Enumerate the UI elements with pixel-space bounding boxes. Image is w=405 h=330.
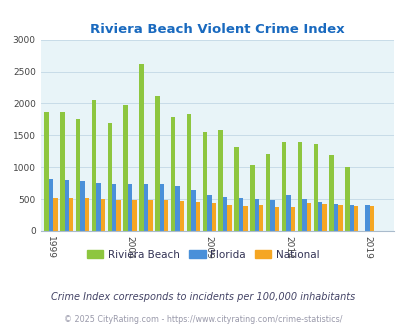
Bar: [128, 184, 132, 231]
Bar: [116, 200, 121, 231]
Bar: [195, 202, 200, 231]
Bar: [143, 184, 148, 231]
Bar: [53, 198, 58, 231]
Bar: [258, 205, 263, 231]
Bar: [317, 202, 322, 231]
Bar: [227, 205, 231, 231]
Bar: [112, 184, 116, 231]
Bar: [159, 184, 164, 231]
Bar: [96, 182, 100, 231]
Bar: [301, 199, 306, 231]
Bar: [49, 179, 53, 231]
Bar: [69, 198, 73, 231]
Bar: [44, 112, 49, 231]
Bar: [107, 122, 112, 231]
Bar: [148, 200, 152, 231]
Bar: [243, 206, 247, 231]
Bar: [85, 198, 89, 231]
Bar: [171, 117, 175, 231]
Bar: [76, 119, 80, 231]
Bar: [202, 132, 207, 231]
Legend: Riviera Beach, Florida, National: Riviera Beach, Florida, National: [83, 246, 322, 264]
Bar: [179, 201, 184, 231]
Bar: [274, 207, 279, 231]
Bar: [265, 154, 270, 231]
Bar: [92, 100, 96, 231]
Bar: [238, 198, 243, 231]
Bar: [155, 96, 159, 231]
Bar: [322, 204, 326, 231]
Bar: [222, 197, 227, 231]
Bar: [164, 200, 168, 231]
Title: Riviera Beach Violent Crime Index: Riviera Beach Violent Crime Index: [90, 23, 344, 36]
Bar: [60, 112, 64, 231]
Bar: [254, 199, 258, 231]
Bar: [218, 130, 222, 231]
Bar: [364, 205, 369, 231]
Bar: [80, 181, 85, 231]
Bar: [186, 114, 191, 231]
Bar: [123, 105, 128, 231]
Bar: [306, 203, 310, 231]
Text: © 2025 CityRating.com - https://www.cityrating.com/crime-statistics/: © 2025 CityRating.com - https://www.city…: [64, 315, 341, 324]
Bar: [211, 203, 215, 231]
Bar: [286, 195, 290, 231]
Bar: [207, 195, 211, 231]
Bar: [290, 207, 294, 231]
Bar: [333, 204, 337, 231]
Bar: [139, 64, 143, 231]
Bar: [191, 190, 195, 231]
Bar: [281, 142, 286, 231]
Bar: [297, 142, 301, 231]
Bar: [100, 199, 105, 231]
Text: Crime Index corresponds to incidents per 100,000 inhabitants: Crime Index corresponds to incidents per…: [51, 292, 354, 302]
Bar: [249, 165, 254, 231]
Bar: [369, 206, 373, 231]
Bar: [132, 200, 136, 231]
Bar: [64, 180, 69, 231]
Bar: [349, 205, 353, 231]
Bar: [270, 200, 274, 231]
Bar: [337, 205, 342, 231]
Bar: [353, 206, 358, 231]
Bar: [313, 144, 317, 231]
Bar: [234, 148, 238, 231]
Bar: [175, 186, 179, 231]
Bar: [344, 167, 349, 231]
Bar: [328, 155, 333, 231]
